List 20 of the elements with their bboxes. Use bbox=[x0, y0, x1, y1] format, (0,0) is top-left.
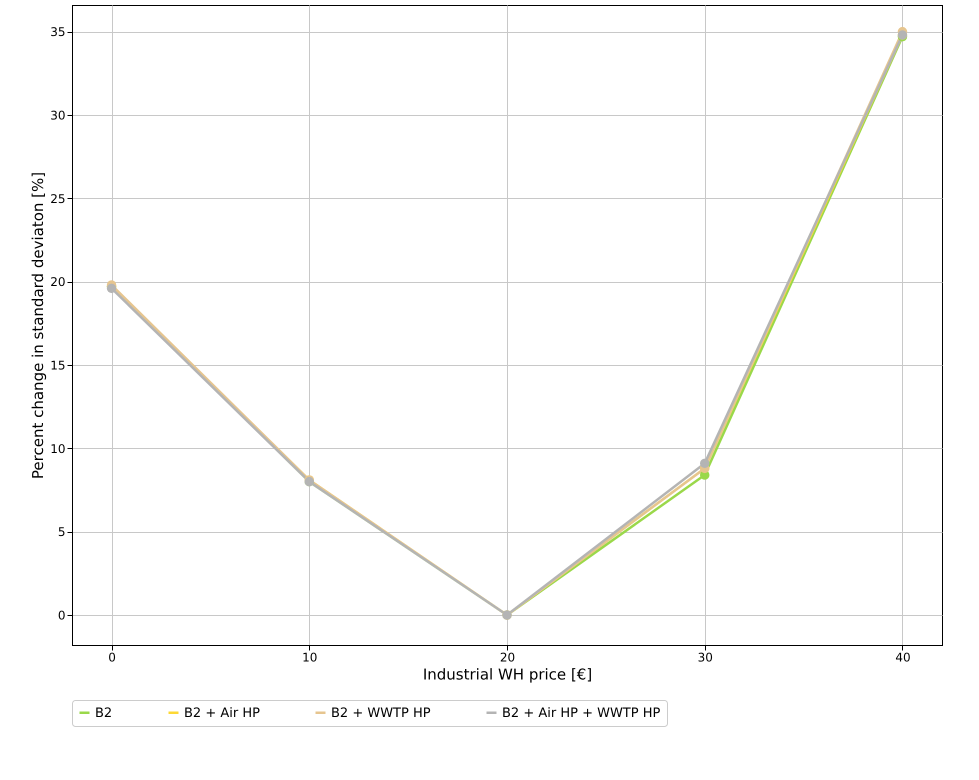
y-tick-label: 5 bbox=[58, 525, 66, 540]
legend-label: B2 bbox=[95, 706, 112, 721]
legend-label: B2 + WWTP HP bbox=[331, 706, 431, 721]
x-tick-label: 20 bbox=[500, 650, 516, 664]
point bbox=[700, 458, 710, 468]
y-tick-label: 0 bbox=[58, 608, 66, 622]
x-axis-title: Industrial WH price [€] bbox=[422, 666, 592, 684]
x-tick-label: 40 bbox=[895, 650, 911, 664]
x-tick-label: 10 bbox=[302, 650, 318, 664]
x-tick-label: 0 bbox=[108, 650, 116, 664]
y-tick-label: 30 bbox=[50, 108, 66, 122]
x-tick-label: 30 bbox=[698, 650, 713, 664]
y-tick-label: 35 bbox=[50, 25, 66, 40]
legend-label: B2 + Air HP + WWTP HP bbox=[502, 706, 660, 721]
y-tick-label: 15 bbox=[50, 358, 66, 372]
y-tick-label: 25 bbox=[50, 192, 66, 206]
y-tick-label: 10 bbox=[50, 442, 66, 456]
y-tick-label: 20 bbox=[50, 275, 66, 290]
legend-label: B2 + Air HP bbox=[184, 706, 260, 721]
y-axis-title: Percent change in standard deviaton [%] bbox=[29, 172, 48, 480]
